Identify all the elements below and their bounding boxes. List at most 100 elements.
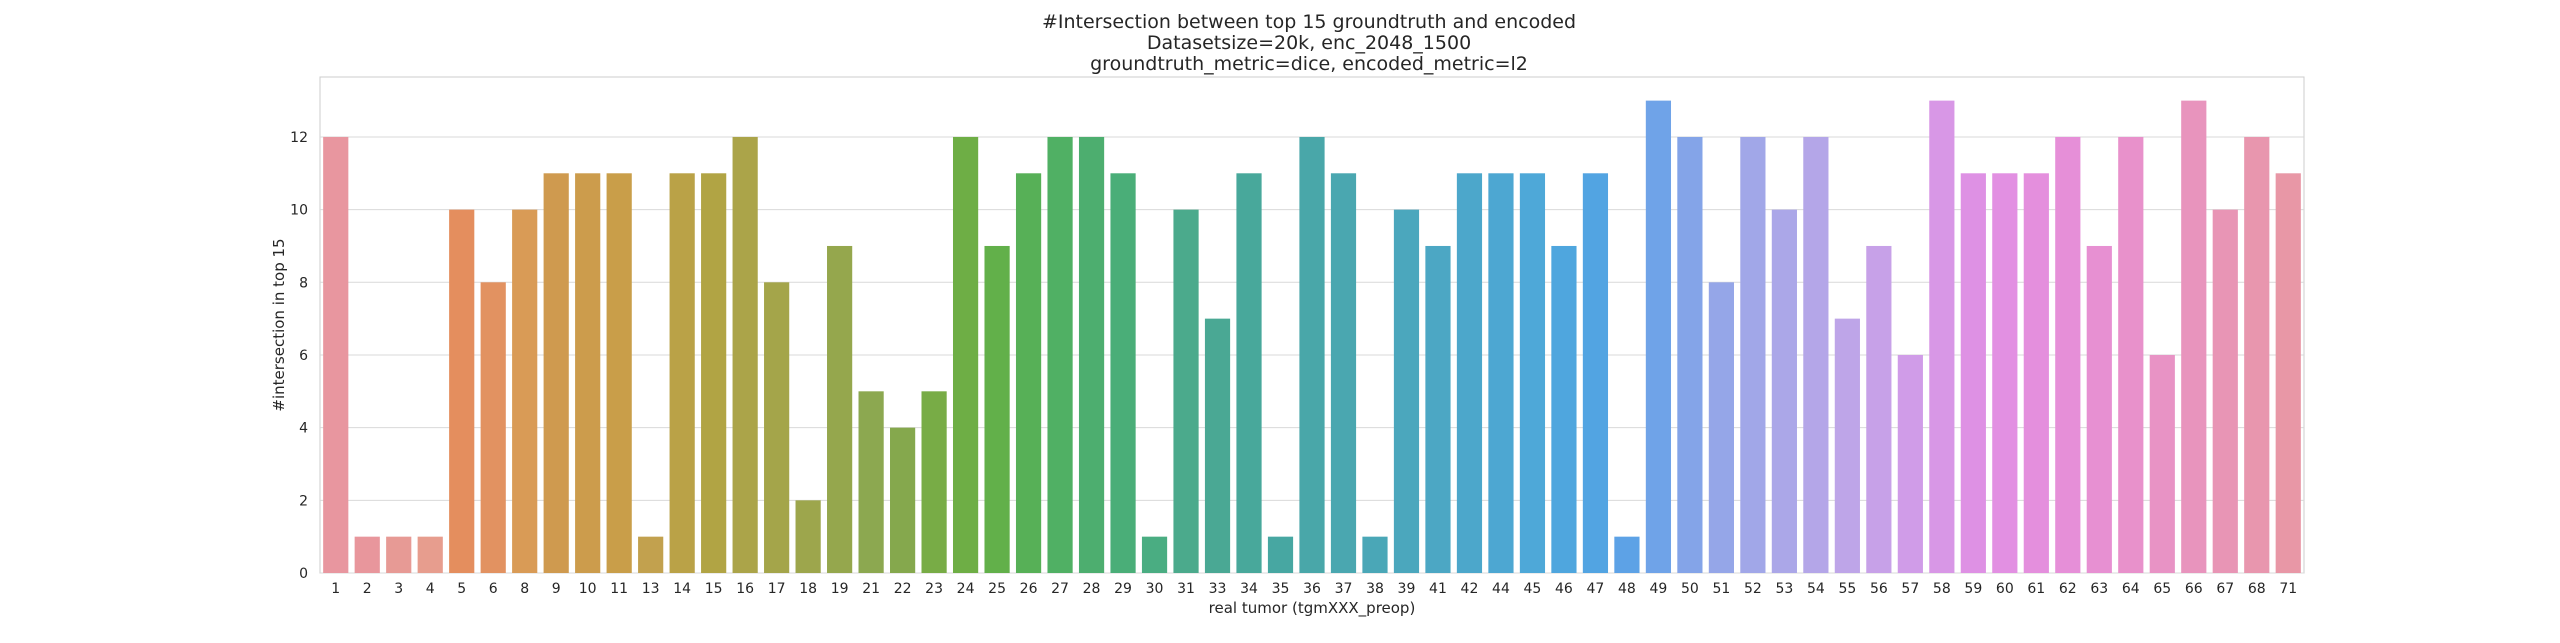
bar-5 <box>449 209 475 573</box>
bar-6 <box>480 282 506 573</box>
bar-60 <box>1992 173 2018 574</box>
bar-38 <box>1362 536 1388 573</box>
x-tick-label: 14 <box>673 581 691 597</box>
x-tick-label: 60 <box>1996 581 2014 597</box>
bar-54 <box>1803 136 1829 573</box>
bar-22 <box>890 427 916 573</box>
x-tick-label: 29 <box>1114 581 1132 597</box>
bar-23 <box>921 391 947 573</box>
x-tick-label: 38 <box>1366 581 1384 597</box>
bar-28 <box>1078 136 1105 573</box>
x-tick-label: 34 <box>1240 581 1258 597</box>
x-tick-label: 27 <box>1051 581 1069 597</box>
bar-36 <box>1299 136 1325 573</box>
bars <box>323 100 2301 574</box>
bar-62 <box>2055 136 2081 573</box>
x-tick-label: 3 <box>394 581 403 597</box>
bar-49 <box>1645 100 1672 573</box>
bar-34 <box>1236 173 1262 574</box>
bar-8 <box>512 209 538 573</box>
bar-47 <box>1582 173 1609 574</box>
x-tick-label: 2 <box>363 581 372 597</box>
bar-9 <box>543 173 569 574</box>
bar-13 <box>638 536 664 573</box>
x-tick-label: 17 <box>768 581 786 597</box>
y-tick-label: 4 <box>299 421 308 437</box>
bar-63 <box>2086 245 2112 573</box>
x-tick-label: 48 <box>1618 581 1636 597</box>
x-tick-label: 45 <box>1524 581 1542 597</box>
x-tick-label: 15 <box>705 581 723 597</box>
x-tick-label: 9 <box>552 581 561 597</box>
x-tick-label: 55 <box>1838 581 1856 597</box>
bar-51 <box>1708 282 1734 573</box>
x-tick-label: 4 <box>426 581 435 597</box>
bar-18 <box>795 500 821 573</box>
bar-17 <box>764 282 790 573</box>
bar-41 <box>1425 245 1451 573</box>
x-tick-label: 49 <box>1649 581 1667 597</box>
x-tick-label: 1 <box>331 581 340 597</box>
bar-15 <box>701 173 727 574</box>
bar-65 <box>2149 354 2175 573</box>
bar-21 <box>858 391 884 573</box>
bar-31 <box>1173 209 1199 573</box>
bar-52 <box>1740 136 1766 573</box>
bar-26 <box>1015 173 1042 574</box>
x-tick-label: 53 <box>1775 581 1793 597</box>
x-tick-label: 58 <box>1933 581 1951 597</box>
x-tick-label: 62 <box>2059 581 2077 597</box>
y-tick-label: 8 <box>299 275 308 291</box>
bar-44 <box>1488 173 1514 574</box>
bar-57 <box>1897 354 1923 573</box>
x-tick-label: 41 <box>1429 581 1447 597</box>
x-tick-label: 59 <box>1964 581 1982 597</box>
x-tick-label: 22 <box>894 581 912 597</box>
x-tick-label: 28 <box>1083 581 1101 597</box>
y-tick-label: 6 <box>299 348 308 364</box>
x-axis-label: real tumor (tgmXXX_preop) <box>1209 599 1416 618</box>
bar-42 <box>1456 173 1483 574</box>
x-tick-label: 67 <box>2216 581 2234 597</box>
x-tick-label: 66 <box>2185 581 2203 597</box>
x-tick-label: 42 <box>1461 581 1479 597</box>
bar-27 <box>1047 136 1073 573</box>
bar-2 <box>354 536 380 573</box>
y-tick-labels: 0 2 4 6 8 10 12 <box>290 130 308 582</box>
bar-46 <box>1551 245 1577 573</box>
bar-30 <box>1141 536 1168 573</box>
bar-45 <box>1519 173 1546 574</box>
x-tick-label: 37 <box>1335 581 1353 597</box>
x-tick-label: 64 <box>2122 581 2140 597</box>
bar-1 <box>323 136 349 573</box>
x-tick-label: 23 <box>925 581 943 597</box>
x-tick-label: 30 <box>1146 581 1164 597</box>
x-tick-label: 24 <box>957 581 975 597</box>
bar-64 <box>2118 136 2144 573</box>
bar-11 <box>606 173 632 574</box>
x-tick-labels: 1 2 3 4 5 6 8 9 10 11 13 14 15 16 17 18 19 21 22 23 24 25 26 27… <box>331 581 2297 597</box>
x-tick-label: 51 <box>1712 581 1730 597</box>
y-tick-label: 10 <box>290 203 308 219</box>
y-tick-label: 2 <box>299 493 308 509</box>
chart-title: #Intersection between top 15 groundtruth… <box>1042 11 1576 75</box>
bar-25 <box>984 245 1010 573</box>
x-tick-label: 36 <box>1303 581 1321 597</box>
x-tick-label: 57 <box>1901 581 1919 597</box>
bar-58 <box>1929 100 1955 573</box>
x-tick-label: 46 <box>1555 581 1573 597</box>
bar-53 <box>1771 209 1797 573</box>
bar-50 <box>1677 136 1703 573</box>
x-tick-label: 11 <box>610 581 628 597</box>
x-tick-label: 54 <box>1807 581 1825 597</box>
y-tick-label: 0 <box>299 566 308 582</box>
bar-3 <box>386 536 412 573</box>
x-tick-label: 31 <box>1177 581 1195 597</box>
x-tick-label: 47 <box>1587 581 1605 597</box>
x-tick-label: 44 <box>1492 581 1510 597</box>
bar-39 <box>1393 209 1420 573</box>
x-tick-label: 5 <box>457 581 466 597</box>
x-tick-label: 21 <box>862 581 880 597</box>
x-tick-label: 63 <box>2090 581 2108 597</box>
